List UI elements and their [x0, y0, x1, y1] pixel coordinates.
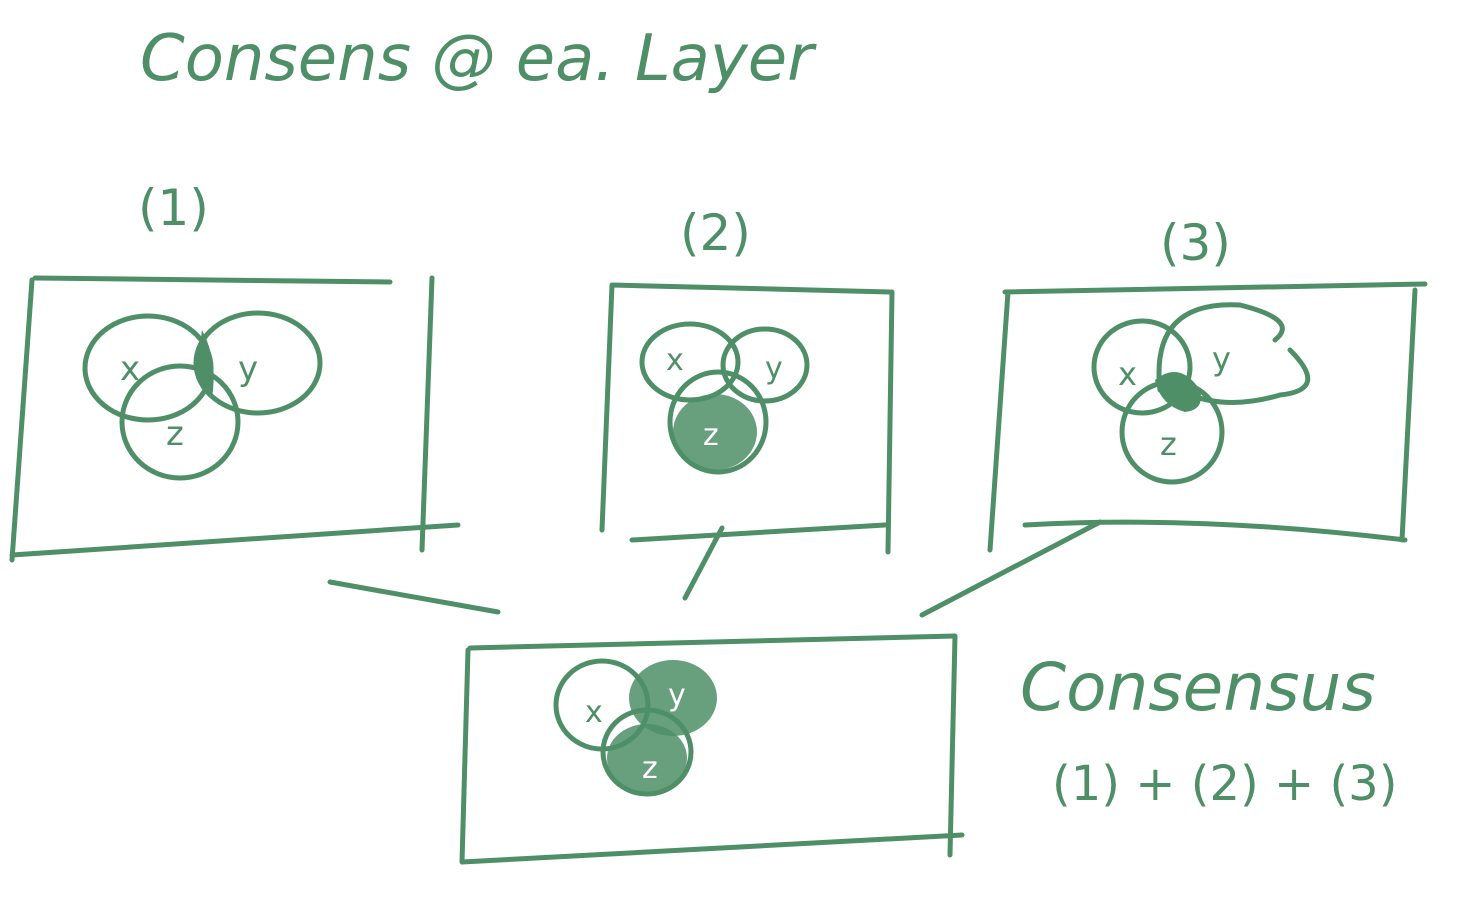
- panel-1-label: (1): [138, 179, 209, 237]
- panel-2-z-shade: [673, 394, 757, 470]
- panel-2-venn: x y z: [639, 321, 810, 475]
- panel-2-set-z: z: [703, 418, 719, 453]
- panel-3: (3) x y z: [987, 214, 1428, 553]
- panel-3-set-z: z: [1160, 425, 1177, 463]
- consensus-y-shade: [629, 660, 717, 736]
- consensus-z-shade: [607, 724, 687, 792]
- panel-2-set-y: y: [765, 351, 783, 386]
- connector-panel-3: [919, 519, 1103, 618]
- panel-3-intersection-shade: [1155, 372, 1201, 412]
- panel-3-set-y: y: [1212, 340, 1231, 378]
- panel-1-set-z: z: [166, 414, 184, 454]
- consensus-panel: x y z: [459, 633, 965, 865]
- panel-1-venn: x y z: [82, 310, 323, 481]
- panel-3-set-x: x: [1118, 355, 1137, 393]
- consensus-panel-frame: [459, 633, 965, 865]
- consensus-set-y: y: [668, 678, 686, 713]
- consensus-note-formula: (1) + (2) + (3): [1052, 756, 1397, 812]
- connector-panel-1: [327, 579, 501, 615]
- panel-2: (2) x y z: [599, 204, 895, 555]
- panel-3-frame: [987, 281, 1428, 553]
- connector-panel-2: [682, 525, 725, 601]
- panel-2-frame: [599, 282, 895, 555]
- consensus-venn: x y z: [553, 658, 717, 797]
- consensus-set-x: x: [585, 695, 603, 730]
- panel-1: (1) x y z: [9, 179, 461, 563]
- panel-2-set-x: x: [666, 343, 684, 378]
- panel-1-set-x: x: [120, 349, 140, 389]
- consensus-set-z: z: [642, 751, 658, 786]
- panel-3-venn: x y z: [1091, 302, 1311, 485]
- panel-2-label: (2): [680, 204, 751, 262]
- panel-1-set-y: y: [238, 349, 258, 389]
- page-title: Consens @ ea. Layer: [140, 22, 817, 96]
- panel-3-label: (3): [1160, 214, 1231, 272]
- panel-1-intersection-shade: [198, 330, 214, 398]
- consensus-note-title: Consensus: [1020, 649, 1376, 726]
- panel-1-frame: [9, 275, 461, 563]
- consensus-note: Consensus (1) + (2) + (3): [1020, 649, 1397, 812]
